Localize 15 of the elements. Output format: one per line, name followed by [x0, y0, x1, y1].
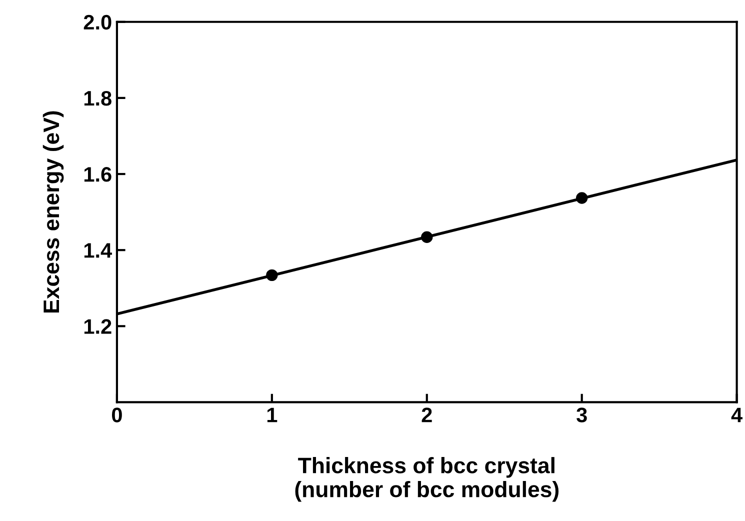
y-tick-label: 1.4 — [84, 243, 112, 258]
y-axis-title: Excess energy (eV) — [42, 111, 64, 312]
x-axis-title: Thickness of bcc crystal (number of bcc modules) — [295, 457, 559, 502]
x-tick-label: 2 — [422, 408, 432, 422]
x-tick-label: 0 — [112, 408, 122, 422]
point — [576, 192, 588, 204]
y-tick-label: 1.2 — [84, 319, 112, 334]
x-tick-label: 4 — [731, 408, 742, 422]
x-tick-label: 1 — [267, 408, 278, 422]
y-tick-label: 1.8 — [84, 90, 112, 106]
y-tick-label: 1.6 — [84, 167, 112, 182]
point — [266, 269, 278, 282]
x-tick-label: 3 — [576, 408, 587, 422]
y-tick-label: 2.0 — [84, 14, 112, 30]
point — [421, 231, 433, 243]
